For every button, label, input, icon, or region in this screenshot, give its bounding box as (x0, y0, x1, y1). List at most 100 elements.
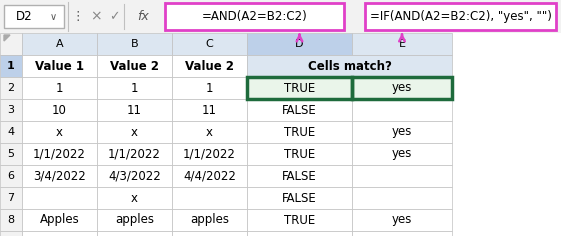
Bar (352, 143, 452, 165)
Bar (0, 77, 22, 99)
Bar (352, 209, 452, 231)
Bar (0, 0, 561, 33)
Text: apples: apples (115, 214, 154, 227)
Text: 4/4/2022: 4/4/2022 (183, 169, 236, 182)
Text: E: E (398, 39, 406, 49)
Bar (0, 231, 22, 236)
Bar (22, 209, 97, 231)
Text: D: D (295, 39, 304, 49)
Bar (247, 33, 352, 55)
Text: Value 1: Value 1 (35, 59, 84, 72)
Bar (97, 165, 172, 187)
Bar (22, 165, 97, 187)
Text: 1: 1 (206, 81, 213, 94)
Text: 7: 7 (7, 193, 15, 203)
Bar (97, 99, 172, 121)
Text: 10: 10 (52, 104, 67, 117)
Bar (352, 33, 452, 55)
Bar (172, 143, 247, 165)
Text: Value 2: Value 2 (185, 59, 234, 72)
Bar (365, 3, 556, 30)
Text: yes: yes (392, 81, 412, 94)
Text: 8: 8 (7, 215, 15, 225)
Text: ×: × (90, 9, 102, 24)
Bar (247, 187, 352, 209)
Bar (172, 99, 247, 121)
Bar (0, 209, 22, 231)
Bar (22, 121, 97, 143)
Bar (165, 3, 344, 30)
Bar (0, 143, 22, 165)
Text: 5: 5 (7, 149, 15, 159)
Bar (352, 77, 452, 99)
Text: 11: 11 (202, 104, 217, 117)
Text: TRUE: TRUE (284, 126, 315, 139)
Bar (0, 121, 22, 143)
Bar (22, 77, 97, 99)
Text: x: x (206, 126, 213, 139)
Bar (97, 77, 172, 99)
Text: C: C (206, 39, 213, 49)
Bar (172, 121, 247, 143)
Text: yes: yes (392, 148, 412, 160)
Text: FALSE: FALSE (282, 191, 317, 205)
Text: D2: D2 (16, 10, 32, 23)
Text: TRUE: TRUE (284, 81, 315, 94)
Text: 3: 3 (7, 105, 15, 115)
Bar (247, 143, 352, 165)
Text: Apples: Apples (40, 214, 79, 227)
Bar (0, 187, 22, 209)
Text: 11: 11 (127, 104, 142, 117)
Text: ⋮: ⋮ (72, 10, 84, 23)
Bar (4, 5, 64, 28)
Text: A: A (56, 39, 63, 49)
Bar (247, 231, 352, 236)
Bar (97, 121, 172, 143)
Text: 1/1/2022: 1/1/2022 (108, 148, 161, 160)
Bar (247, 209, 352, 231)
Text: 1: 1 (56, 81, 63, 94)
Bar (172, 187, 247, 209)
Bar (22, 55, 97, 77)
Bar (97, 209, 172, 231)
Bar (352, 77, 452, 99)
Bar (352, 121, 452, 143)
Text: TRUE: TRUE (284, 148, 315, 160)
Text: yes: yes (392, 126, 412, 139)
Bar (172, 77, 247, 99)
Text: =AND(A2=B2:C2): =AND(A2=B2:C2) (201, 10, 307, 23)
Text: ✓: ✓ (109, 10, 119, 23)
Bar (22, 231, 97, 236)
Bar (97, 33, 172, 55)
Bar (352, 231, 452, 236)
Bar (0, 55, 22, 77)
Bar (172, 231, 247, 236)
Text: FALSE: FALSE (282, 169, 317, 182)
Bar (247, 99, 352, 121)
Text: 6: 6 (7, 171, 15, 181)
Text: x: x (131, 191, 138, 205)
Text: Value 2: Value 2 (110, 59, 159, 72)
Text: FALSE: FALSE (282, 104, 317, 117)
Bar (0, 99, 22, 121)
Bar (247, 55, 452, 77)
Text: =IF(AND(A2=B2:C2), "yes", ""): =IF(AND(A2=B2:C2), "yes", "") (370, 10, 551, 23)
Text: 4/3/2022: 4/3/2022 (108, 169, 161, 182)
Bar (0, 33, 22, 55)
Bar (22, 187, 97, 209)
Text: Cells match?: Cells match? (307, 59, 392, 72)
Bar (247, 165, 352, 187)
Bar (97, 231, 172, 236)
Bar (22, 99, 97, 121)
Bar (22, 33, 97, 55)
Text: 4: 4 (7, 127, 15, 137)
Text: B: B (131, 39, 139, 49)
Text: 1: 1 (7, 61, 15, 71)
Bar (172, 165, 247, 187)
Bar (97, 55, 172, 77)
Text: ∨: ∨ (49, 12, 57, 21)
Bar (172, 209, 247, 231)
Text: 3/4/2022: 3/4/2022 (33, 169, 86, 182)
Bar (352, 187, 452, 209)
Bar (247, 77, 352, 99)
